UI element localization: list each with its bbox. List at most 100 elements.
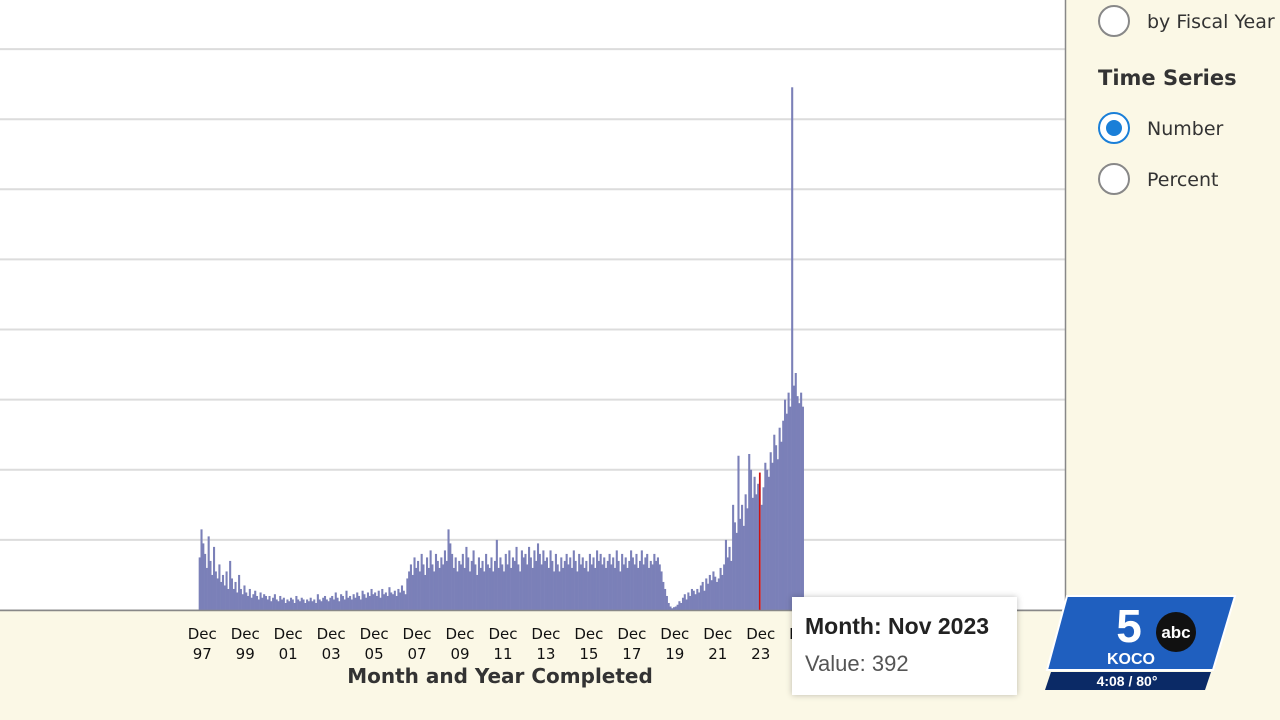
- bar: [601, 564, 604, 610]
- bar: [508, 550, 511, 610]
- x-tick-label: Dec 97: [187, 625, 217, 663]
- bar: [782, 420, 785, 610]
- bar: [238, 574, 241, 610]
- bar: [445, 560, 448, 610]
- bar: [223, 585, 226, 610]
- bar: [590, 564, 593, 610]
- radio-percent[interactable]: [1098, 163, 1130, 195]
- bar: [306, 599, 309, 610]
- tooltip: Month: Nov 2023 Value: 392: [792, 597, 1017, 695]
- bar: [526, 564, 529, 610]
- bar: [429, 550, 432, 610]
- bar: [331, 595, 334, 610]
- bar: [535, 560, 538, 610]
- bar: [502, 571, 506, 610]
- bar: [463, 567, 466, 610]
- bar: [547, 567, 550, 610]
- bar: [422, 564, 425, 610]
- bar: [569, 557, 572, 610]
- bar: [531, 567, 534, 610]
- logo-channel: 5: [1116, 600, 1142, 652]
- bar: [664, 588, 667, 610]
- bar: [230, 578, 233, 610]
- bar: [272, 597, 275, 610]
- bar: [264, 595, 267, 610]
- bar: [794, 373, 797, 610]
- bar: [420, 553, 423, 610]
- radio-number[interactable]: [1098, 112, 1130, 144]
- bar: [536, 543, 540, 610]
- bar: [198, 557, 201, 610]
- bar: [660, 571, 663, 610]
- bar: [699, 585, 702, 610]
- bar: [515, 546, 518, 610]
- bar: [257, 599, 260, 610]
- bar: [642, 564, 645, 610]
- bar: [741, 504, 744, 610]
- bar: [551, 560, 554, 610]
- bar: [334, 592, 337, 610]
- bar: [676, 604, 679, 610]
- bar: [293, 602, 296, 610]
- bar: [701, 581, 704, 610]
- x-tick-label: Dec 17: [617, 625, 647, 663]
- bar: [468, 571, 472, 610]
- bar: [451, 553, 454, 610]
- bar: [556, 564, 559, 610]
- bar: [630, 550, 633, 610]
- bar: [483, 571, 486, 610]
- bar: [447, 529, 450, 610]
- bar: [370, 588, 373, 610]
- bar: [798, 403, 801, 610]
- x-tick-label: Dec 01: [273, 625, 303, 663]
- bar: [400, 585, 404, 610]
- bar: [687, 592, 690, 610]
- bar: [243, 585, 246, 610]
- bar: [241, 594, 244, 610]
- bar: [332, 599, 336, 610]
- station-logo: 5 abc KOCO 4:08 / 80°: [1045, 595, 1237, 690]
- bar: [801, 406, 804, 610]
- bar: [791, 87, 794, 611]
- bar: [375, 595, 378, 610]
- radio-fiscal-year[interactable]: [1098, 5, 1130, 37]
- bar: [426, 557, 429, 610]
- bar: [610, 564, 613, 610]
- bar: [673, 607, 676, 610]
- bar: [402, 590, 405, 610]
- bar: [640, 550, 643, 610]
- bar: [572, 550, 575, 610]
- bar: [683, 594, 686, 610]
- bar: [399, 592, 402, 610]
- bar: [404, 594, 407, 610]
- bar: [458, 560, 461, 610]
- bar: [728, 546, 731, 610]
- bar: [479, 567, 482, 610]
- bar: [338, 601, 341, 610]
- bar: [218, 564, 221, 610]
- x-tick-label: Dec 19: [660, 625, 690, 663]
- bar: [252, 594, 255, 610]
- bar: [495, 539, 498, 610]
- bar: [486, 564, 489, 610]
- bar: [341, 595, 344, 610]
- x-tick-label: Dec 21: [703, 625, 733, 663]
- bar: [250, 597, 253, 610]
- bar: [477, 557, 480, 610]
- bar: [665, 595, 668, 610]
- bar: [232, 588, 235, 610]
- bar: [662, 581, 665, 610]
- bar: [390, 592, 393, 610]
- bar: [254, 590, 257, 610]
- bar: [379, 597, 382, 610]
- bar: [753, 476, 756, 610]
- bar: [603, 557, 606, 610]
- bar: [277, 601, 280, 610]
- bar: [472, 550, 475, 610]
- section-title: Time Series: [1098, 66, 1237, 90]
- bar: [434, 553, 438, 610]
- bar: [363, 594, 366, 610]
- bar: [216, 578, 219, 610]
- bar: [234, 581, 237, 610]
